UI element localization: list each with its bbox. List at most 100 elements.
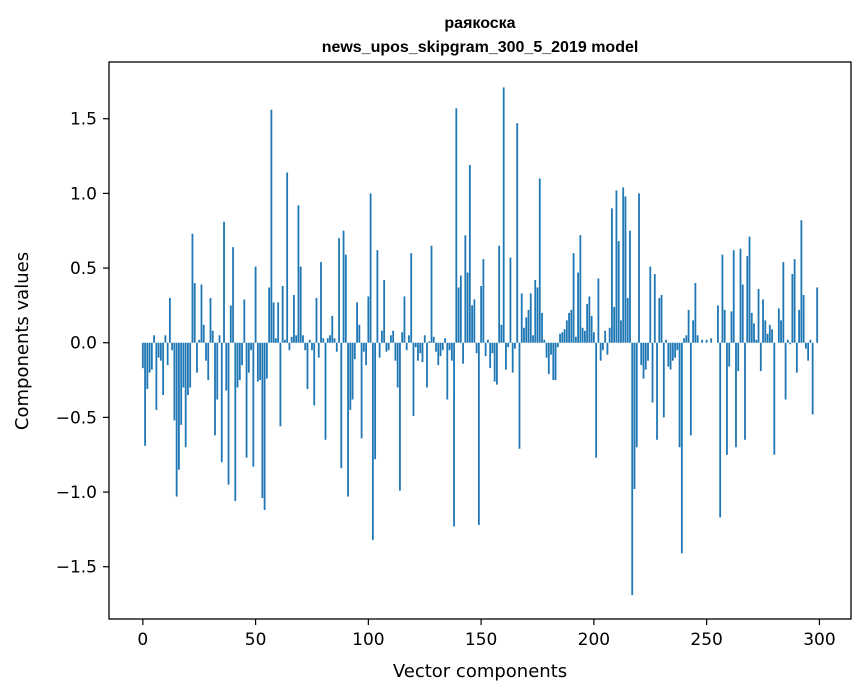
bar-176: [538, 178, 541, 343]
bar-242: [687, 309, 690, 343]
bar-9: [162, 342, 165, 396]
bar-185: [559, 333, 561, 343]
bar-171: [527, 309, 530, 343]
bar-159: [500, 324, 503, 343]
bar-234: [669, 342, 672, 370]
bar-113: [396, 342, 399, 388]
bar-41: [234, 342, 237, 502]
bar-130: [435, 342, 437, 352]
bar-96: [358, 324, 361, 343]
bar-5: [153, 335, 155, 343]
x-tick-label: 300: [803, 630, 835, 650]
bar-73: [306, 342, 309, 390]
bar-135: [446, 342, 449, 400]
bar-29: [207, 342, 210, 381]
y-axis-label: Components values: [12, 252, 33, 430]
bar-68: [295, 335, 298, 343]
bar-93: [351, 342, 354, 400]
bar-246: [696, 335, 699, 343]
bar-172: [529, 293, 532, 343]
bar-266: [741, 284, 744, 343]
bar-133: [441, 342, 444, 351]
bar-14: [173, 342, 176, 421]
bar-127: [428, 341, 431, 343]
bar-69: [297, 205, 300, 343]
bar-205: [604, 330, 607, 343]
bar-265: [739, 248, 742, 343]
bar-252: [710, 338, 713, 343]
bar-173: [532, 335, 534, 343]
bar-236: [674, 342, 676, 358]
bar-102: [371, 342, 374, 540]
bar-108: [385, 342, 388, 352]
bar-129: [432, 336, 435, 343]
bar-62: [281, 285, 284, 343]
bar-221: [640, 342, 643, 366]
bar-43: [238, 342, 241, 381]
bar-0: [141, 342, 144, 369]
bar-79: [320, 262, 322, 343]
bar-199: [590, 315, 593, 343]
bar-209: [613, 306, 616, 343]
bar-50: [254, 266, 257, 343]
bar-104: [376, 250, 379, 343]
bar-292: [800, 220, 803, 343]
bar-229: [658, 297, 661, 343]
bar-39: [229, 305, 232, 343]
bar-289: [793, 259, 796, 343]
bar-257: [721, 254, 724, 343]
bar-223: [644, 342, 647, 370]
bar-197: [586, 303, 589, 343]
bar-36: [223, 221, 225, 343]
y-tick-label: 0.5: [70, 259, 97, 279]
bar-3: [148, 342, 151, 373]
bar-53: [261, 342, 264, 499]
bar-94: [353, 342, 356, 360]
bar-183: [554, 342, 557, 381]
bar-126: [426, 342, 428, 388]
bar-233: [667, 342, 670, 367]
bar-283: [780, 320, 782, 343]
bar-45: [243, 299, 246, 343]
bar-211: [617, 241, 620, 343]
bar-174: [534, 280, 537, 343]
bar-64: [286, 172, 289, 343]
bar-154: [489, 342, 492, 369]
bar-101: [369, 193, 372, 343]
bar-282: [777, 308, 780, 343]
bar-152: [484, 342, 487, 357]
bar-67: [293, 294, 295, 343]
bar-105: [378, 342, 381, 358]
bar-162: [507, 342, 510, 348]
bar-195: [581, 327, 584, 343]
bar-206: [606, 342, 609, 355]
bar-25: [198, 339, 201, 343]
bar-85: [333, 338, 336, 343]
bar-76: [313, 342, 316, 406]
bar-134: [444, 338, 446, 343]
bar-288: [791, 274, 794, 343]
bar-231: [662, 342, 665, 418]
bar-186: [561, 332, 564, 343]
bar-7: [157, 342, 160, 358]
bar-48: [250, 342, 252, 351]
bar-226: [651, 342, 654, 403]
bar-121: [414, 342, 417, 348]
bar-156: [493, 342, 496, 382]
bar-31: [211, 330, 214, 343]
bar-51: [256, 342, 259, 382]
bar-155: [491, 342, 494, 354]
bar-6: [155, 342, 158, 410]
bar-259: [726, 342, 728, 455]
bar-238: [678, 342, 681, 448]
bar-141: [459, 275, 462, 343]
bar-179: [545, 342, 548, 358]
bar-23: [193, 283, 196, 343]
bar-81: [324, 342, 327, 440]
bar-200: [592, 332, 595, 343]
bar-187: [563, 329, 566, 343]
bar-21: [189, 342, 192, 388]
bar-290: [795, 342, 798, 373]
bar-28: [205, 342, 207, 361]
